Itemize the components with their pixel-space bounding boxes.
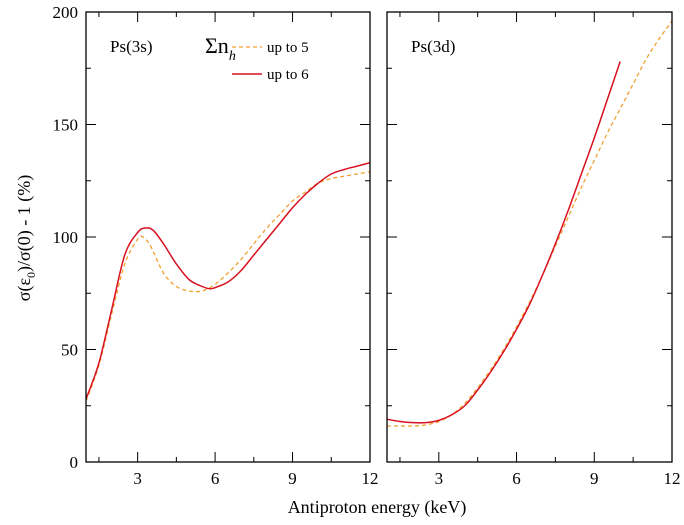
y-axis-title-part-b: )/σ(0) - 1 (%) <box>14 175 35 272</box>
panel-frame <box>386 11 673 463</box>
y-tick-label: 150 <box>53 116 79 135</box>
y-tick-label: 200 <box>53 3 79 22</box>
series-line-up-to-5 <box>387 20 672 427</box>
series-line-up-to-5 <box>86 171 370 402</box>
x-axis-title: Antiproton energy (keV) <box>288 497 467 518</box>
panel-1: 3 6 9 12 0 50 100 150 200 Ps(3s) <box>53 3 379 488</box>
x-tick-label: 9 <box>590 469 599 488</box>
series-line-up-to-6 <box>86 162 370 400</box>
x-tick-label: 6 <box>512 469 521 488</box>
panel-label: Ps(3d) <box>411 37 455 56</box>
legend-title: Σnh <box>205 33 236 64</box>
legend-label-up-to-5: up to 5 <box>267 40 309 56</box>
series-line-up-to-6 <box>387 61 621 424</box>
legend-title-subscript: h <box>229 49 236 64</box>
panel-2: 3 6 9 12 Ps(3d) <box>386 11 681 488</box>
y-axis-title-subscript: 0 <box>24 272 38 278</box>
x-tick-label: 12 <box>664 469 681 488</box>
x-tick-label: 9 <box>288 469 297 488</box>
y-axis-title: σ(ε0)/σ(0) - 1 (%) <box>14 175 38 301</box>
y-tick-label: 0 <box>70 453 79 472</box>
y-axis-title-part-a: σ(ε <box>14 278 35 302</box>
panels: 3 6 9 12 0 50 100 150 200 Ps(3s) 3 6 9 12 Ps(3d) <box>53 3 681 488</box>
panel-label: Ps(3s) <box>110 37 153 56</box>
x-tick-label: 12 <box>362 469 379 488</box>
legend: Σnh up to 5 up to 6 <box>205 33 309 83</box>
y-tick-label: 50 <box>61 341 78 360</box>
panel-frame <box>85 11 371 463</box>
y-tick-label: 100 <box>53 228 79 247</box>
x-tick-label: 6 <box>211 469 220 488</box>
legend-title-main: Σn <box>205 33 229 58</box>
x-tick-label: 3 <box>435 469 444 488</box>
legend-label-up-to-6: up to 6 <box>267 67 309 83</box>
x-tick-label: 3 <box>133 469 142 488</box>
